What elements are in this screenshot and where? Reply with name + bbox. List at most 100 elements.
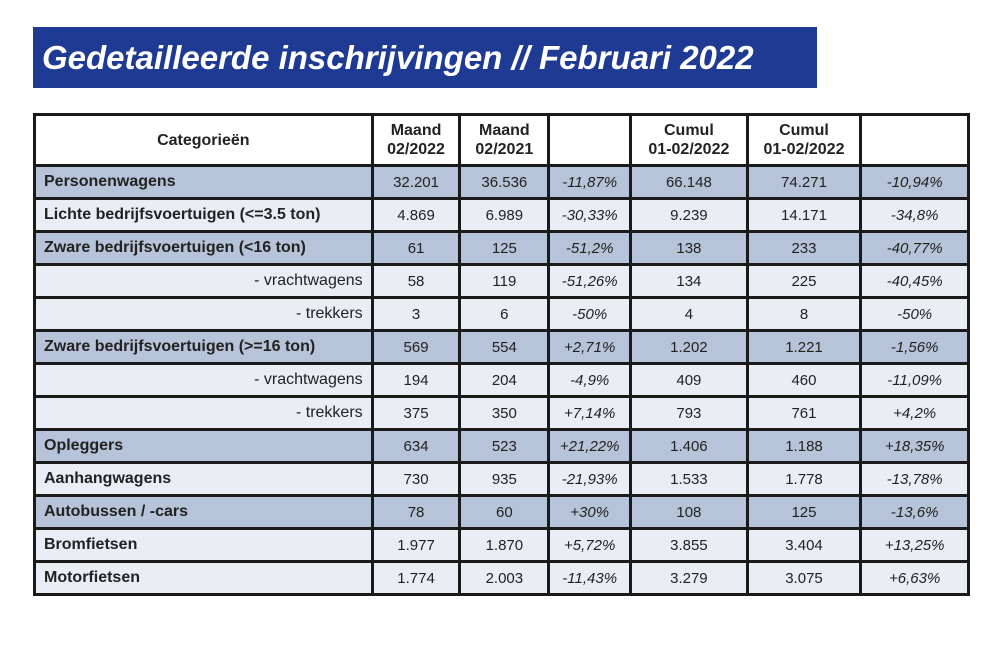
column-header: Categorieën — [33, 113, 374, 167]
count-cell: 36.536 — [458, 164, 551, 200]
count-cell: 9.239 — [629, 197, 749, 233]
count-cell: 125 — [745, 494, 863, 530]
category-label: Lichte bedrijfsvoertuigen (<=3.5 ton) — [33, 197, 374, 233]
table-row: - vrachtwagens 194 204 -4,9% 409 460 -11,09% — [33, 362, 970, 398]
change-percent-cell: -50% — [547, 296, 633, 332]
column-header-text: 01-02/2022 — [763, 141, 845, 158]
column-header: Maand 02/2021 — [458, 113, 551, 167]
column-header-text: Categorieën — [157, 131, 250, 149]
table-row: Lichte bedrijfsvoertuigen (<=3.5 ton) 4.8… — [33, 197, 970, 233]
count-cell: 134 — [629, 263, 749, 299]
count-cell: 1.533 — [629, 461, 749, 497]
column-header-text: Maand — [390, 122, 442, 139]
count-cell: 233 — [745, 230, 863, 266]
count-cell: 3.279 — [629, 560, 749, 596]
change-percent-cell: -34,8% — [859, 197, 970, 233]
category-label: Opleggers — [33, 428, 374, 464]
column-header: Cumul 01-02/2022 — [745, 113, 863, 167]
column-header — [547, 113, 633, 167]
table-row: Aanhangwagens 730 935 -21,93% 1.533 1.778 -13,… — [33, 461, 970, 497]
category-label: - trekkers — [33, 395, 374, 431]
registrations-table: Categorieën Maand 02/2022 Maand 02/2021 Cumul… — [33, 113, 970, 596]
column-header-text: 01-02/2022 — [648, 141, 730, 158]
column-header-text: 02/2021 — [475, 141, 534, 158]
count-cell: 60 — [458, 494, 551, 530]
count-cell: 66.148 — [629, 164, 749, 200]
count-cell: 8 — [745, 296, 863, 332]
change-percent-cell: -51,2% — [547, 230, 633, 266]
change-percent-cell: -11,43% — [547, 560, 633, 596]
count-cell: 2.003 — [458, 560, 551, 596]
change-percent-cell: -1,56% — [859, 329, 970, 365]
category-label: Zware bedrijfsvoertuigen (>=16 ton) — [33, 329, 374, 365]
count-cell: 730 — [370, 461, 462, 497]
category-label: - trekkers — [33, 296, 374, 332]
change-percent-cell: -40,45% — [859, 263, 970, 299]
count-cell: 409 — [629, 362, 749, 398]
column-header-text: Cumul — [779, 122, 829, 139]
category-label: Personenwagens — [33, 164, 374, 200]
column-header: Cumul 01-02/2022 — [629, 113, 749, 167]
change-percent-cell: -11,87% — [547, 164, 633, 200]
count-cell: 554 — [458, 329, 551, 365]
count-cell: 523 — [458, 428, 551, 464]
table-row: Bromfietsen 1.977 1.870 +5,72% 3.855 3.404 +13… — [33, 527, 970, 563]
count-cell: 375 — [370, 395, 462, 431]
count-cell: 935 — [458, 461, 551, 497]
change-percent-cell: +13,25% — [859, 527, 970, 563]
count-cell: 6.989 — [458, 197, 551, 233]
count-cell: 204 — [458, 362, 551, 398]
count-cell: 4 — [629, 296, 749, 332]
header-row: Categorieën Maand 02/2022 Maand 02/2021 Cumul… — [33, 113, 970, 167]
change-percent-cell: -11,09% — [859, 362, 970, 398]
count-cell: 634 — [370, 428, 462, 464]
count-cell: 1.870 — [458, 527, 551, 563]
count-cell: 58 — [370, 263, 462, 299]
change-percent-cell: +6,63% — [859, 560, 970, 596]
table-row: - vrachtwagens 58 119 -51,26% 134 225 -40,45% — [33, 263, 970, 299]
table-row: Zware bedrijfsvoertuigen (<16 ton) 61 125-… — [33, 230, 970, 266]
count-cell: 78 — [370, 494, 462, 530]
change-percent-cell: +30% — [547, 494, 633, 530]
count-cell: 74.271 — [745, 164, 863, 200]
count-cell: 3.075 — [745, 560, 863, 596]
count-cell: 3.404 — [745, 527, 863, 563]
count-cell: 1.406 — [629, 428, 749, 464]
change-percent-cell: +5,72% — [547, 527, 633, 563]
count-cell: 1.977 — [370, 527, 462, 563]
count-cell: 3.855 — [629, 527, 749, 563]
change-percent-cell: -21,93% — [547, 461, 633, 497]
count-cell: 793 — [629, 395, 749, 431]
column-header-text: 02/2022 — [387, 141, 445, 158]
count-cell: 3 — [370, 296, 462, 332]
table-row: Motorfietsen 1.774 2.003 -11,43% 3.279 3.075 +… — [33, 560, 970, 596]
category-label: - vrachtwagens — [33, 362, 374, 398]
count-cell: 138 — [629, 230, 749, 266]
category-label: Bromfietsen — [33, 527, 374, 563]
page-title: Gedetailleerde inschrijvingen // Februar… — [33, 27, 817, 88]
count-cell: 1.221 — [745, 329, 863, 365]
count-cell: 32.201 — [370, 164, 462, 200]
change-percent-cell: +21,22% — [547, 428, 633, 464]
table-row: Personenwagens 32.201 36.536 -11,87% 66.148 7… — [33, 164, 970, 200]
category-label: Zware bedrijfsvoertuigen (<16 ton) — [33, 230, 374, 266]
category-label: Motorfietsen — [33, 560, 374, 596]
count-cell: 4.869 — [370, 197, 462, 233]
count-cell: 761 — [745, 395, 863, 431]
change-percent-cell: -13,6% — [859, 494, 970, 530]
count-cell: 194 — [370, 362, 462, 398]
count-cell: 125 — [458, 230, 551, 266]
count-cell: 460 — [745, 362, 863, 398]
category-label: Autobussen / -cars — [33, 494, 374, 530]
count-cell: 1.188 — [745, 428, 863, 464]
count-cell: 108 — [629, 494, 749, 530]
count-cell: 119 — [458, 263, 551, 299]
count-cell: 350 — [458, 395, 551, 431]
count-cell: 569 — [370, 329, 462, 365]
change-percent-cell: +18,35% — [859, 428, 970, 464]
category-label: - vrachtwagens — [33, 263, 374, 299]
change-percent-cell: +7,14% — [547, 395, 633, 431]
column-header-text: Cumul — [664, 122, 714, 139]
change-percent-cell: -10,94% — [859, 164, 970, 200]
count-cell: 1.778 — [745, 461, 863, 497]
